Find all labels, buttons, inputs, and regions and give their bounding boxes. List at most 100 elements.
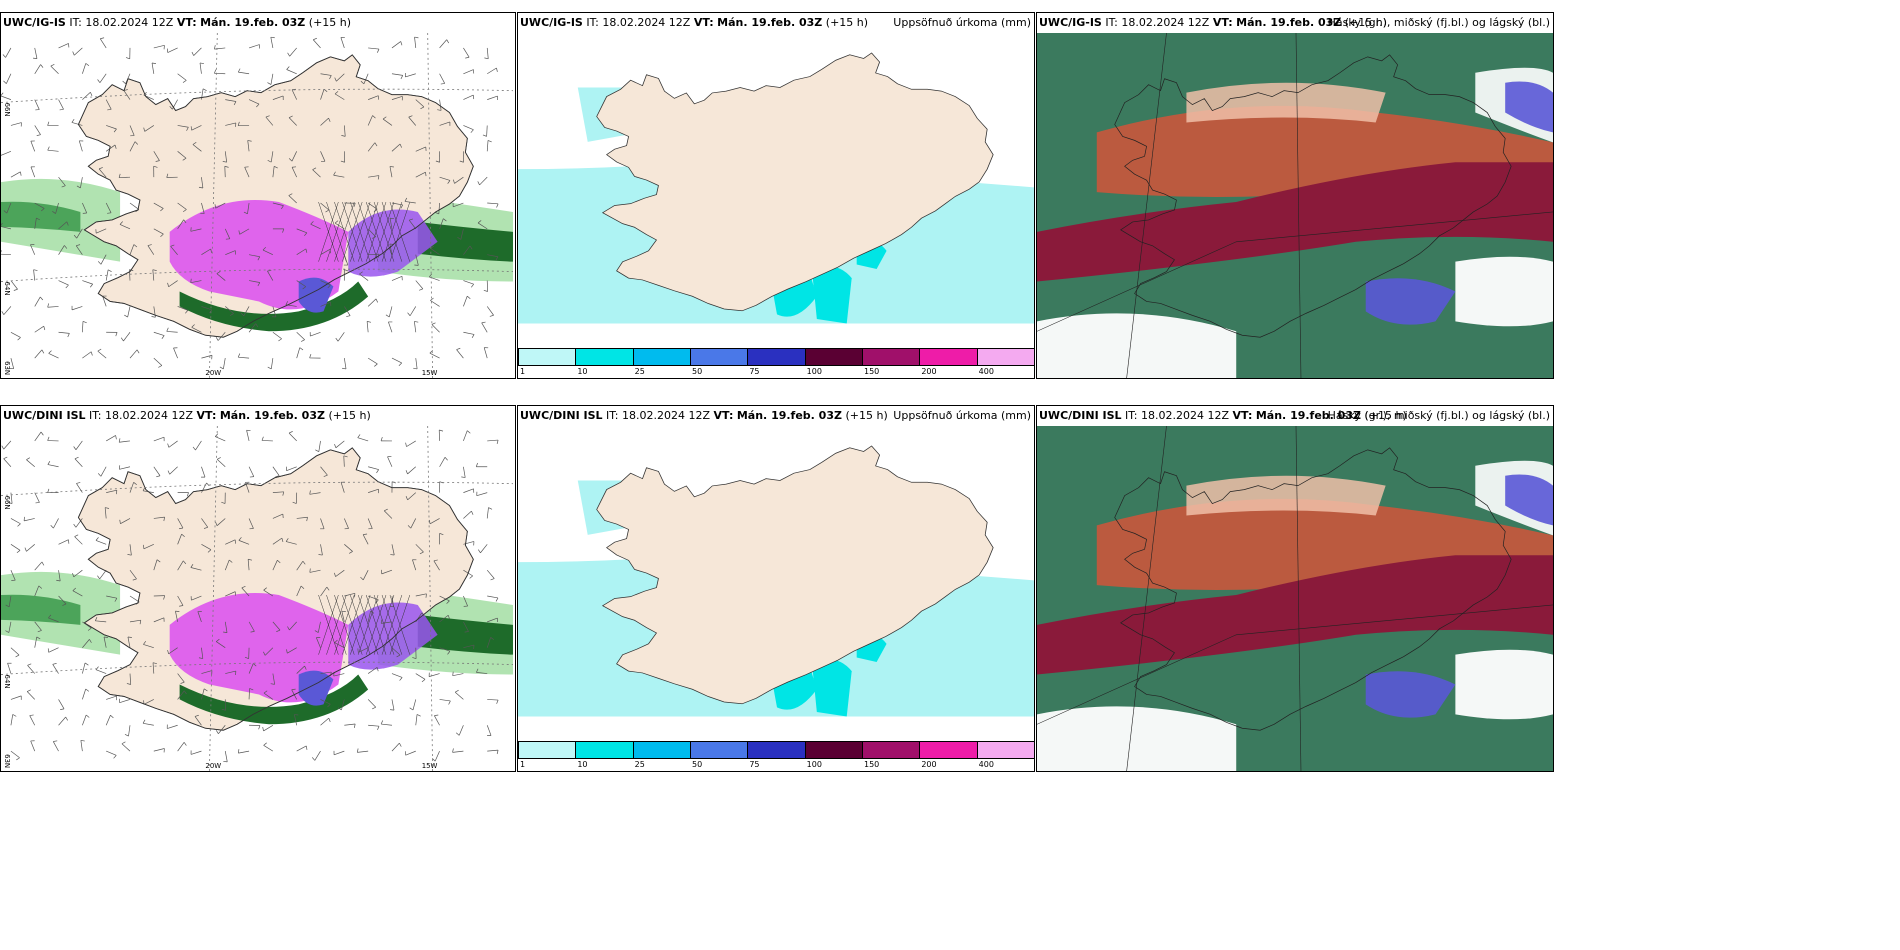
map-area[interactable]: 66N 64N 63N 20W 15W xyxy=(1,425,515,771)
iceland-outline xyxy=(1114,54,1512,338)
valid-time-label: VT: xyxy=(1212,16,1233,29)
precip-colorbar: 1 10 25 50 75 100 150 200 400 xyxy=(518,741,1034,771)
colorbar-tick: 25 xyxy=(634,760,645,769)
field-title: Uppsöfnuð úrkoma (mm) xyxy=(893,16,1031,29)
valid-time-value: Mán. 19.feb. 03Z xyxy=(1236,16,1342,29)
lead-time: (+15 h) xyxy=(328,409,371,422)
valid-time-value: Mán. 19.feb. 03Z xyxy=(200,16,306,29)
lat-label: 64N xyxy=(3,282,11,296)
map-area[interactable] xyxy=(1037,32,1553,378)
valid-time-label: VT: xyxy=(1232,409,1253,422)
model-label: UWC/DINI ISL xyxy=(1039,409,1122,422)
map-area[interactable] xyxy=(1037,425,1553,771)
colorbar-tick: 25 xyxy=(634,367,645,376)
panel-wind-dini-isl: UWC/DINI ISL IT: 18.02.2024 12Z VT: Mán.… xyxy=(0,405,516,772)
colorbar-segment xyxy=(919,741,978,759)
init-time-value: 18.02.2024 12Z xyxy=(602,16,691,29)
init-time-label: IT: xyxy=(1125,409,1138,422)
colorbar-segment xyxy=(518,348,577,366)
lat-label: 66N xyxy=(3,103,11,117)
field-title: Uppsöfnuð úrkoma (mm) xyxy=(893,409,1031,422)
init-time-label: IT: xyxy=(1105,16,1118,29)
wind-barbs xyxy=(1,429,499,763)
lon-label: 20W xyxy=(205,369,221,377)
map-canvas: 66N 64N 63N 20W 15W xyxy=(1,32,514,378)
colorbar-segment xyxy=(747,741,806,759)
field-title: Hásky (gr.), miðský (fj.bl.) og lágský (… xyxy=(1327,16,1550,29)
map-canvas xyxy=(1037,425,1553,771)
map-canvas xyxy=(518,426,1034,741)
colorbar-tick: 1 xyxy=(520,367,526,376)
valid-time-value: Mán. 19.feb. 03Z xyxy=(219,409,325,422)
lat-lon-grid xyxy=(1,32,514,378)
precip-colorbar: 1 10 25 50 75 100 150 200 400 xyxy=(518,348,1034,378)
lon-label: 20W xyxy=(205,762,221,770)
colorbar-tick: 1 xyxy=(520,760,526,769)
map-canvas: 66N 64N 63N 20W 15W xyxy=(1,425,514,771)
panel-header: UWC/DINI ISL IT: 18.02.2024 12Z VT: Mán.… xyxy=(1,406,515,426)
snow-rain-shading xyxy=(169,200,438,332)
panel-header: UWC/DINI ISL IT: 18.02.2024 12Z VT: Mán.… xyxy=(518,406,1034,426)
lat-label: 63N xyxy=(3,754,11,768)
valid-time-label: VT: xyxy=(693,16,714,29)
colorbar-tick: 400 xyxy=(978,367,994,376)
panel-header: UWC/IG-IS IT: 18.02.2024 12Z VT: Mán. 19… xyxy=(1,13,515,33)
colorbar-tick: 400 xyxy=(978,760,994,769)
init-time-value: 18.02.2024 12Z xyxy=(622,409,711,422)
colorbar-tick: 75 xyxy=(749,760,760,769)
colorbar-segment xyxy=(919,348,978,366)
valid-time-label: VT: xyxy=(713,409,734,422)
lead-time: (+15 h) xyxy=(825,16,869,29)
panel-cloud-dini-isl: UWC/DINI ISL IT: 18.02.2024 12Z VT: Mán.… xyxy=(1036,405,1554,772)
colorbar-tick: 75 xyxy=(749,367,760,376)
panel-precip-ig-is: UWC/IG-IS IT: 18.02.2024 12Z VT: Mán. 19… xyxy=(517,12,1035,379)
field-title: Hásky (gr.), miðský (fj.bl.) og lágský (… xyxy=(1327,409,1550,422)
model-label: UWC/DINI ISL xyxy=(3,409,86,422)
cloud-shading xyxy=(1037,67,1553,378)
init-time-label: IT: xyxy=(89,409,102,422)
colorbar-segment xyxy=(747,348,806,366)
init-time-label: IT: xyxy=(586,16,599,29)
model-label: UWC/IG-IS xyxy=(1039,16,1102,29)
snow-rain-shading xyxy=(169,593,438,725)
colorbar-tick: 200 xyxy=(921,367,937,376)
colorbar-tick: 50 xyxy=(692,367,703,376)
panel-precip-dini-isl: UWC/DINI ISL IT: 18.02.2024 12Z VT: Mán.… xyxy=(517,405,1035,772)
lead-time: (+15 h) xyxy=(845,409,888,422)
panel-header: UWC/DINI ISL IT: 18.02.2024 12Z VT: Mán.… xyxy=(1037,406,1553,426)
colorbar-tick: 100 xyxy=(806,367,822,376)
colorbar-segment xyxy=(632,348,691,366)
map-area[interactable]: 66N 64N 63N 20W 15W xyxy=(1,32,515,378)
colorbar-segment xyxy=(575,348,634,366)
init-time-value: 18.02.2024 12Z xyxy=(85,16,174,29)
lat-label: 66N xyxy=(3,496,11,510)
lon-label: 15W xyxy=(422,369,438,377)
colorbar-segment xyxy=(690,348,749,366)
map-area[interactable] xyxy=(518,33,1034,348)
map-area[interactable] xyxy=(518,426,1034,741)
lat-label: 63N xyxy=(3,361,11,375)
iceland-land xyxy=(596,445,994,705)
iceland-outline xyxy=(1114,447,1512,731)
model-label: UWC/IG-IS xyxy=(520,16,583,29)
panel-cloud-ig-is: UWC/IG-IS IT: 18.02.2024 12Z VT: Mán. 19… xyxy=(1036,12,1554,379)
colorbar-segment xyxy=(976,348,1034,366)
lead-time: (+15 h) xyxy=(1344,16,1388,29)
colorbar-segment xyxy=(804,741,863,759)
init-time-label: IT: xyxy=(69,16,82,29)
colorbar-tick: 10 xyxy=(577,367,588,376)
lon-label: 15W xyxy=(422,762,438,770)
valid-time-label: VT: xyxy=(176,16,197,29)
panel-header: UWC/IG-IS IT: 18.02.2024 12Z VT: Mán. 19… xyxy=(518,13,1034,33)
panel-wind-ig-is: UWC/IG-IS IT: 18.02.2024 12Z VT: Mán. 19… xyxy=(0,12,516,379)
iceland-land xyxy=(596,52,994,312)
init-time-value: 18.02.2024 12Z xyxy=(1121,16,1210,29)
valid-time-value: Mán. 19.feb. 03Z xyxy=(717,16,823,29)
model-label: UWC/IG-IS xyxy=(3,16,66,29)
valid-time-value: Mán. 19.feb. 03Z xyxy=(736,409,842,422)
colorbar-segment xyxy=(976,741,1034,759)
colorbar-tick: 150 xyxy=(864,760,880,769)
colorbar-tick: 100 xyxy=(806,760,822,769)
model-label: UWC/DINI ISL xyxy=(520,409,603,422)
colorbar-segment xyxy=(862,741,921,759)
